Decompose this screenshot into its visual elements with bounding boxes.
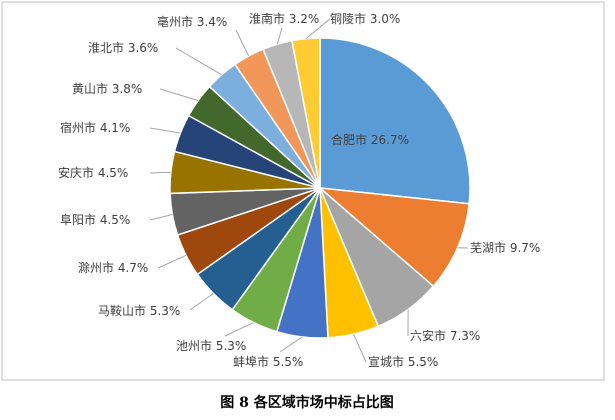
label-name: 池州市 <box>176 338 212 353</box>
label-name: 黄山市 <box>72 81 108 96</box>
data-label: 宣城市 5.5% <box>368 354 438 369</box>
leader-line <box>279 336 303 353</box>
data-label: 蚌埠市 5.5% <box>233 354 303 369</box>
leader-line <box>149 213 173 221</box>
label-value: 4.5% <box>100 213 131 227</box>
label-value: 4.5% <box>98 166 129 180</box>
data-label: 阜阳市 4.5% <box>60 212 130 227</box>
label-name: 阜阳市 <box>60 212 96 227</box>
label-value: 3.6% <box>128 41 159 55</box>
label-name: 淮北市 <box>88 40 124 55</box>
data-label: 芜湖市 9.7% <box>470 240 540 255</box>
label-value: 5.3% <box>150 304 181 318</box>
label-name: 亳州市 <box>157 14 193 29</box>
label-name: 芜湖市 <box>470 240 506 255</box>
label-value: 3.8% <box>112 82 143 96</box>
leader-line <box>276 27 283 45</box>
data-label: 淮北市 3.6% <box>88 40 158 55</box>
label-value: 7.3% <box>450 329 481 343</box>
label-name: 六安市 <box>410 328 446 343</box>
label-value: 5.5% <box>273 355 304 369</box>
pie-slice <box>317 187 470 288</box>
label-value: 4.7% <box>118 261 149 275</box>
label-name: 合肥市 <box>331 132 367 147</box>
data-label: 宿州市 4.1% <box>60 120 130 135</box>
data-label: 池州市 5.3% <box>176 338 246 353</box>
leader-line <box>175 47 222 76</box>
label-name: 马鞍山市 <box>98 303 146 318</box>
leader-line <box>159 88 199 101</box>
label-value: 5.3% <box>216 339 247 353</box>
pie-slice <box>319 37 471 205</box>
label-name: 蚌埠市 <box>233 354 269 369</box>
leader-line <box>305 18 331 40</box>
data-label: 合肥市 26.7% <box>331 132 409 147</box>
data-label: 亳州市 3.4% <box>157 14 227 29</box>
data-label: 黄山市 3.8% <box>72 81 142 96</box>
leader-line <box>149 127 181 134</box>
label-name: 宿州市 <box>60 120 96 135</box>
label-value: 9.7% <box>510 241 541 255</box>
data-label: 安庆市 4.5% <box>58 165 128 180</box>
caption: 图 8 各区域市场中标占比图 <box>220 394 394 411</box>
label-name: 淮南市 <box>249 11 285 26</box>
data-label: 滁州市 4.7% <box>78 260 148 275</box>
leader-line <box>353 333 367 363</box>
leader-line <box>224 322 254 337</box>
leader-line <box>189 293 214 311</box>
data-label: 马鞍山市 5.3% <box>98 303 180 318</box>
label-name: 滁州市 <box>78 260 114 275</box>
leader-line <box>149 171 171 174</box>
label-value: 4.1% <box>100 121 131 135</box>
label-name: 铜陵市 <box>330 11 366 26</box>
leader-line <box>157 254 187 269</box>
data-label: 铜陵市 3.0% <box>330 11 400 26</box>
data-label: 淮南市 3.2% <box>249 11 319 26</box>
label-name: 宣城市 <box>368 354 404 369</box>
leader-line <box>235 29 250 57</box>
label-value: 3.0% <box>370 12 401 26</box>
label-value: 26.7% <box>371 133 409 147</box>
label-value: 5.5% <box>408 355 439 369</box>
label-value: 3.2% <box>289 12 320 26</box>
data-label: 六安市 7.3% <box>410 328 480 343</box>
label-value: 3.4% <box>197 15 228 29</box>
label-name: 安庆市 <box>58 165 94 180</box>
